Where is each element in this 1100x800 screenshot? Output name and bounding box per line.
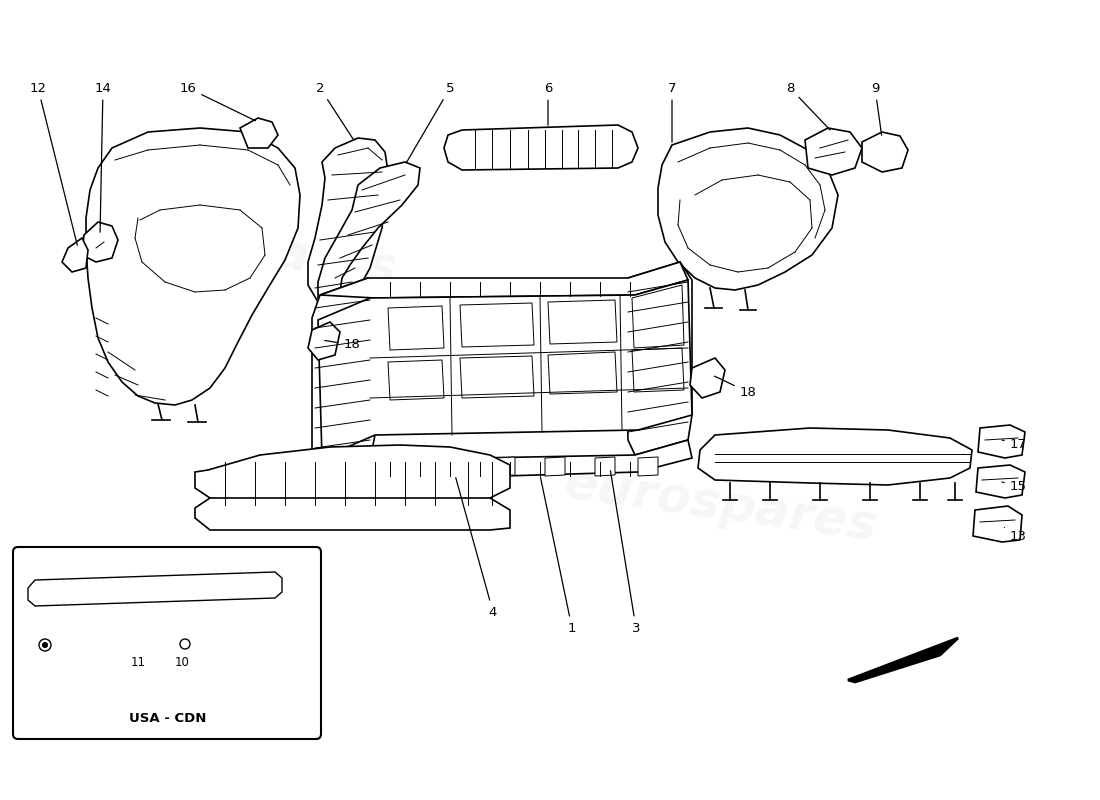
Polygon shape <box>318 440 692 498</box>
Text: 2: 2 <box>316 82 353 140</box>
Text: eurospares: eurospares <box>560 459 880 550</box>
Polygon shape <box>544 457 565 476</box>
Text: 14: 14 <box>95 82 111 232</box>
Polygon shape <box>195 445 510 508</box>
Polygon shape <box>28 572 282 606</box>
Polygon shape <box>625 262 692 455</box>
Text: USA - CDN: USA - CDN <box>130 711 207 725</box>
Text: 15: 15 <box>1002 481 1026 494</box>
Text: 8: 8 <box>785 82 830 130</box>
Polygon shape <box>444 125 638 170</box>
Polygon shape <box>548 352 617 394</box>
Polygon shape <box>318 280 692 458</box>
Text: 1: 1 <box>540 478 576 634</box>
Polygon shape <box>195 498 510 530</box>
Text: 3: 3 <box>610 470 640 634</box>
Text: 11: 11 <box>131 655 145 669</box>
Polygon shape <box>320 262 688 298</box>
Text: eurospares: eurospares <box>80 202 399 294</box>
Text: 10: 10 <box>175 655 189 669</box>
Polygon shape <box>308 322 340 360</box>
Polygon shape <box>460 356 534 398</box>
Polygon shape <box>308 138 388 308</box>
Text: 12: 12 <box>30 82 77 246</box>
Polygon shape <box>312 278 375 478</box>
Polygon shape <box>86 128 300 405</box>
Polygon shape <box>690 358 725 398</box>
Text: 18: 18 <box>715 376 757 398</box>
Circle shape <box>43 642 47 647</box>
Polygon shape <box>848 638 958 682</box>
Polygon shape <box>638 457 658 476</box>
FancyBboxPatch shape <box>13 547 321 739</box>
Polygon shape <box>974 506 1022 542</box>
Polygon shape <box>632 285 684 348</box>
Polygon shape <box>632 348 684 392</box>
Polygon shape <box>805 128 862 175</box>
Text: 17: 17 <box>1002 438 1026 451</box>
Polygon shape <box>548 300 617 344</box>
Polygon shape <box>658 128 838 290</box>
Polygon shape <box>82 222 118 262</box>
Text: 13: 13 <box>1004 527 1026 542</box>
Polygon shape <box>240 118 278 148</box>
Text: 7: 7 <box>668 82 676 142</box>
Polygon shape <box>62 238 88 272</box>
Polygon shape <box>318 162 420 308</box>
Polygon shape <box>595 457 615 476</box>
Polygon shape <box>350 457 370 476</box>
Text: 18: 18 <box>324 338 361 351</box>
Text: 6: 6 <box>543 82 552 126</box>
Polygon shape <box>978 425 1025 458</box>
Text: 4: 4 <box>455 478 497 618</box>
Polygon shape <box>460 303 534 347</box>
Polygon shape <box>388 360 444 400</box>
Polygon shape <box>862 132 907 172</box>
Polygon shape <box>395 457 415 476</box>
Polygon shape <box>495 457 515 476</box>
Polygon shape <box>976 465 1025 498</box>
Text: 9: 9 <box>871 82 881 135</box>
Polygon shape <box>446 457 465 476</box>
Text: 16: 16 <box>179 82 255 121</box>
Polygon shape <box>698 428 972 485</box>
Text: 5: 5 <box>406 82 454 162</box>
Polygon shape <box>388 306 444 350</box>
